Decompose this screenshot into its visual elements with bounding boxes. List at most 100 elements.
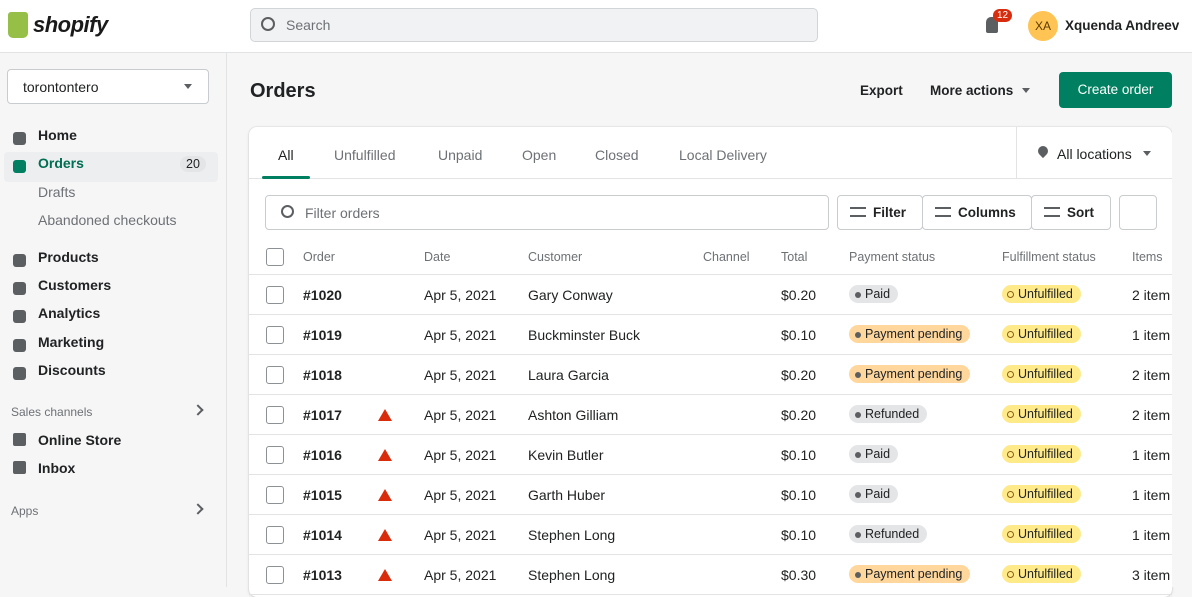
badge-dot bbox=[855, 412, 861, 418]
search-box[interactable] bbox=[250, 8, 818, 42]
order-number[interactable]: #1017 bbox=[303, 407, 342, 423]
fulfillment-status: Unfulfilled bbox=[1018, 447, 1073, 461]
order-row[interactable] bbox=[249, 435, 1172, 475]
checkbox[interactable] bbox=[266, 326, 284, 344]
payment-badge: Refunded bbox=[849, 405, 928, 423]
payment-status: Payment pending bbox=[865, 327, 963, 341]
nav-item[interactable]: Drafts bbox=[38, 184, 76, 200]
tab[interactable]: Open bbox=[522, 147, 557, 163]
badge-dot bbox=[1007, 571, 1014, 578]
locations-filter[interactable]: All locations bbox=[1057, 146, 1132, 162]
item-count: 2 item bbox=[1132, 287, 1171, 303]
store-selector[interactable] bbox=[7, 69, 209, 104]
section-title: Sales channels bbox=[11, 405, 93, 419]
order-total: $0.10 bbox=[781, 327, 817, 343]
sort-button[interactable] bbox=[1031, 195, 1111, 230]
search-icon bbox=[261, 17, 275, 31]
fulfillment-badge: Unfulfilled bbox=[1002, 285, 1081, 303]
order-total: $0.20 bbox=[781, 367, 817, 383]
filter-button[interactable] bbox=[837, 195, 923, 230]
nav-item[interactable]: Discounts bbox=[38, 362, 106, 378]
item-count: 1 item bbox=[1132, 447, 1171, 463]
fulfillment-badge: Unfulfilled bbox=[1002, 325, 1081, 343]
badge-dot bbox=[1007, 451, 1014, 458]
notification-icon[interactable] bbox=[986, 17, 998, 33]
card-right-clip bbox=[1172, 127, 1192, 587]
order-number[interactable]: #1018 bbox=[303, 367, 342, 383]
checkbox[interactable] bbox=[266, 366, 284, 384]
order-row[interactable] bbox=[249, 395, 1172, 435]
nav-item[interactable]: Inbox bbox=[38, 460, 76, 476]
order-row[interactable] bbox=[249, 315, 1172, 355]
order-row[interactable] bbox=[249, 355, 1172, 395]
fulfillment-badge: Unfulfilled bbox=[1002, 365, 1081, 383]
customer-name: Stephen Long bbox=[528, 567, 616, 583]
nav-item[interactable]: Products bbox=[38, 249, 99, 265]
order-number[interactable]: #1016 bbox=[303, 447, 342, 463]
tab[interactable]: Unfulfilled bbox=[334, 147, 396, 163]
checkbox[interactable] bbox=[266, 248, 284, 266]
checkbox[interactable] bbox=[266, 566, 284, 584]
dropdown-caret bbox=[1143, 151, 1151, 160]
payment-status: Paid bbox=[865, 487, 891, 501]
nav-item[interactable]: Online Store bbox=[38, 432, 122, 448]
order-number[interactable]: #1014 bbox=[303, 527, 342, 543]
badge-dot bbox=[1007, 531, 1014, 538]
nav-item[interactable]: Orders bbox=[38, 155, 84, 171]
search-icon bbox=[281, 205, 294, 218]
tab-indicator bbox=[262, 176, 310, 179]
nav-item[interactable]: Abandoned checkouts bbox=[38, 212, 177, 228]
order-number[interactable]: #1020 bbox=[303, 287, 342, 303]
order-number[interactable]: #1013 bbox=[303, 567, 342, 583]
order-number[interactable]: #1015 bbox=[303, 487, 342, 503]
nav-icon bbox=[13, 461, 26, 474]
columns-icon bbox=[935, 207, 951, 217]
avatar[interactable]: XA bbox=[1028, 11, 1058, 41]
more-button[interactable] bbox=[1119, 195, 1157, 230]
nav-icon bbox=[13, 310, 26, 323]
columns-button[interactable] bbox=[922, 195, 1032, 230]
filter-input[interactable] bbox=[265, 195, 829, 230]
more-actions-button[interactable]: More actions bbox=[930, 83, 1014, 98]
customer-name: Buckminster Buck bbox=[528, 327, 641, 343]
columns-label: Columns bbox=[958, 205, 1016, 220]
order-total: $0.20 bbox=[781, 407, 817, 423]
badge-dot bbox=[855, 292, 861, 298]
export-button[interactable]: Export bbox=[860, 83, 903, 98]
nav-item[interactable]: Marketing bbox=[38, 334, 105, 350]
nav-item[interactable]: Analytics bbox=[38, 305, 101, 321]
tab[interactable]: Unpaid bbox=[438, 147, 483, 163]
create-order-button[interactable]: Create order bbox=[1059, 72, 1172, 108]
item-count: 1 item bbox=[1132, 487, 1171, 503]
nav-item[interactable]: Customers bbox=[38, 277, 112, 293]
checkbox[interactable] bbox=[266, 486, 284, 504]
tab[interactable]: Local Delivery bbox=[679, 147, 767, 163]
checkbox[interactable] bbox=[266, 526, 284, 544]
checkbox[interactable] bbox=[266, 286, 284, 304]
order-row[interactable] bbox=[249, 475, 1172, 515]
risk-icon bbox=[378, 409, 392, 421]
section-title: Apps bbox=[11, 504, 39, 518]
user-name[interactable]: Xquenda Andreev bbox=[1065, 18, 1180, 33]
payment-badge: Payment pending bbox=[849, 565, 971, 583]
risk-icon bbox=[378, 449, 392, 461]
payment-status: Payment pending bbox=[865, 367, 963, 381]
order-total: $0.20 bbox=[781, 287, 817, 303]
fulfillment-status: Unfulfilled bbox=[1018, 487, 1073, 501]
badge-dot bbox=[1007, 491, 1014, 498]
nav-icon bbox=[13, 367, 26, 380]
order-number[interactable]: #1019 bbox=[303, 327, 342, 343]
order-row[interactable] bbox=[249, 515, 1172, 555]
tab[interactable]: All bbox=[278, 147, 294, 163]
order-row[interactable] bbox=[249, 275, 1172, 315]
tab[interactable]: Closed bbox=[595, 147, 639, 163]
fulfillment-status: Unfulfilled bbox=[1018, 327, 1073, 341]
nav-item[interactable]: Home bbox=[38, 127, 77, 143]
column-header: Payment status bbox=[849, 250, 936, 264]
payment-badge: Paid bbox=[849, 485, 899, 503]
checkbox[interactable] bbox=[266, 446, 284, 464]
payment-badge: Payment pending bbox=[849, 325, 971, 343]
page-title: Orders bbox=[250, 80, 316, 102]
checkbox[interactable] bbox=[266, 406, 284, 424]
order-date: Apr 5, 2021 bbox=[424, 447, 497, 463]
